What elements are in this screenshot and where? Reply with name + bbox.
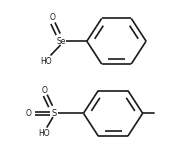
- Text: Se: Se: [57, 37, 66, 46]
- Text: O: O: [26, 109, 32, 118]
- Text: S: S: [51, 109, 56, 118]
- Text: O: O: [49, 13, 55, 22]
- Text: HO: HO: [38, 129, 50, 138]
- Text: HO: HO: [40, 57, 52, 66]
- Text: O: O: [42, 86, 47, 95]
